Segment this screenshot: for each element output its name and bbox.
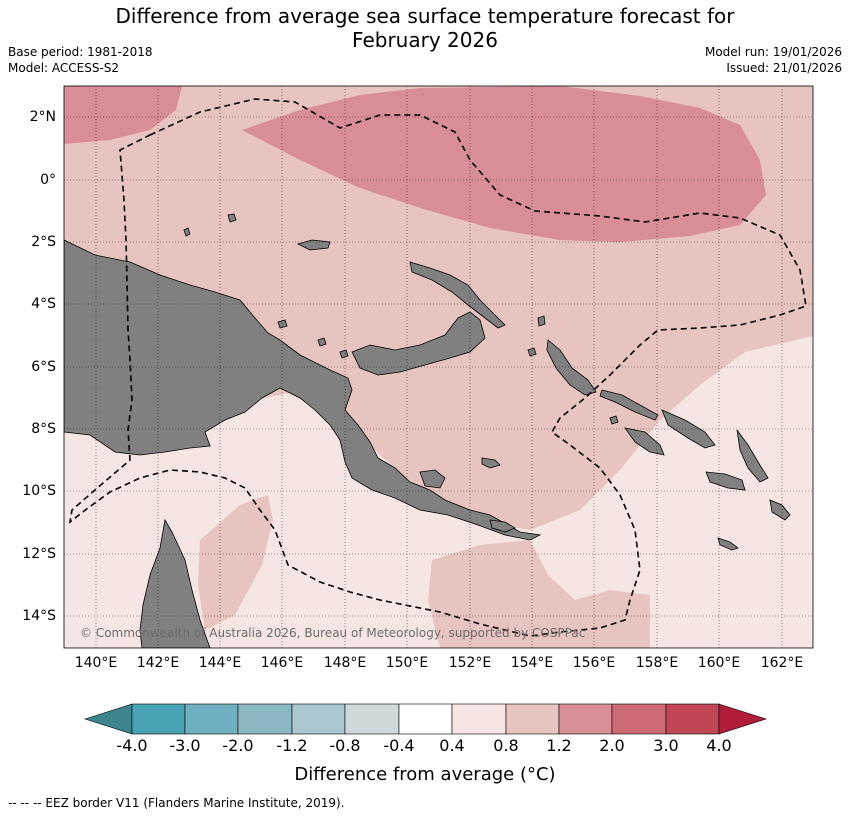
land-louisiade (481, 457, 501, 469)
land-new-ireland (409, 261, 506, 329)
colorbar-bin-1 (131, 703, 186, 735)
colorbar-label-3-0: 3.0 (653, 736, 679, 755)
lon-label-152e: 152°E (448, 655, 492, 671)
lon-label-150e: 150°E (385, 655, 429, 671)
colorbar-bin-7 (451, 703, 507, 735)
colorbar-label-neg4: -4.0 (116, 736, 148, 755)
colorbar-arrow-left (84, 703, 133, 735)
colorbar-bin-4 (291, 703, 346, 735)
issued-date: Issued: 21/01/2026 (726, 61, 842, 75)
lat-label-14s: 14°S (22, 608, 56, 624)
colorbar-label-1-2: 1.2 (546, 736, 572, 755)
colorbar-bin-5 (344, 703, 400, 735)
colorbar-label-neg1-2: -1.2 (276, 736, 308, 755)
lon-label-140e: 140°E (74, 655, 118, 671)
land-islet-b (339, 349, 349, 359)
map-frame (63, 85, 814, 649)
land-islet-a (277, 319, 288, 329)
eez-border (68, 98, 807, 637)
base-period: Base period: 1981-2018 (8, 45, 153, 59)
colorbar-label-4-0: 4.0 (706, 736, 732, 755)
lat-label-2s: 2°S (31, 234, 56, 250)
colorbar-title: Difference from average (°C) (294, 764, 556, 785)
model-run: Model run: 19/01/2026 (704, 45, 842, 59)
anomaly-0-8-to-1-2-patch-south (428, 540, 650, 648)
colorbar-label-neg0-8: -0.8 (329, 736, 361, 755)
colorbar-label-0-4: 0.4 (439, 736, 465, 755)
anomaly-1-2-to-2-0-region-north (242, 86, 766, 242)
lon-label-162e: 162°E (760, 655, 804, 671)
colorbar-label-2-0: 2.0 (599, 736, 625, 755)
lon-label-158e: 158°E (635, 655, 679, 671)
lon-label-146e: 146°E (260, 655, 304, 671)
lat-label-10s: 10°S (22, 483, 56, 499)
land-solomons-5 (705, 471, 746, 491)
colorbar-bin-11 (665, 703, 720, 735)
colorbar-bin-8 (505, 703, 560, 735)
colorbar-bin-10 (611, 703, 667, 735)
land-solomons-4 (736, 429, 769, 483)
lon-label-156e: 156°E (572, 655, 616, 671)
lon-label-160e: 160°E (697, 655, 741, 671)
land-solomons-6 (769, 499, 791, 521)
land-new-guinea (64, 239, 542, 541)
anomaly-0-8-to-1-2-patch-southwest (198, 495, 273, 630)
land-islet-f (537, 315, 546, 327)
graticule (64, 86, 813, 648)
copyright-notice: © Commonwealth of Australia 2026, Bureau… (80, 626, 586, 640)
land-new-britain (351, 311, 486, 376)
land-manus (296, 239, 331, 251)
lon-label-148e: 148°E (323, 655, 367, 671)
colorbar-bin-9 (558, 703, 613, 735)
anomaly-1-2-to-2-0-region-northwest (64, 86, 182, 144)
map-title: Difference from average sea surface temp… (0, 4, 850, 52)
lon-label-154e: 154°E (510, 655, 554, 671)
land-solomons-7 (717, 537, 739, 551)
land-solomons-3 (624, 427, 665, 456)
colorbar-bin-6 (398, 703, 453, 735)
land-dentrecasteaux (419, 469, 446, 489)
title-line-2: February 2026 (352, 28, 498, 52)
colorbar-arrow-right (718, 703, 767, 735)
land-islet-h (527, 347, 537, 357)
eez-legend: -- -- -- EEZ border V11 (Flanders Marine… (8, 796, 345, 810)
lat-label-6s: 6°S (31, 359, 56, 375)
land-islet-d (227, 213, 237, 223)
lat-label-8s: 8°S (31, 421, 56, 437)
lat-label-12s: 12°S (22, 546, 56, 562)
colorbar (84, 703, 767, 735)
land-woodlark (489, 519, 516, 533)
colorbar-label-neg2: -2.0 (222, 736, 254, 755)
lon-label-144e: 144°E (198, 655, 242, 671)
land-islet-e (183, 227, 191, 237)
lon-label-142e: 142°E (136, 655, 180, 671)
model-name: Model: ACCESS-S2 (8, 61, 120, 75)
title-line-1: Difference from average sea surface temp… (115, 4, 735, 28)
land-solomons-1 (599, 389, 659, 421)
land-islet-g (609, 415, 619, 425)
colorbar-bin-2 (184, 703, 239, 735)
lat-label-2n: 2°N (29, 109, 56, 125)
land-islet-c (317, 337, 327, 347)
colorbar-label-neg3: -3.0 (169, 736, 201, 755)
lat-label-4s: 4°S (31, 296, 56, 312)
colorbar-bin-3 (237, 703, 293, 735)
colorbar-label-0-8: 0.8 (493, 736, 519, 755)
lat-label-0: 0° (40, 172, 56, 188)
colorbar-label-neg0-4: -0.4 (383, 736, 415, 755)
